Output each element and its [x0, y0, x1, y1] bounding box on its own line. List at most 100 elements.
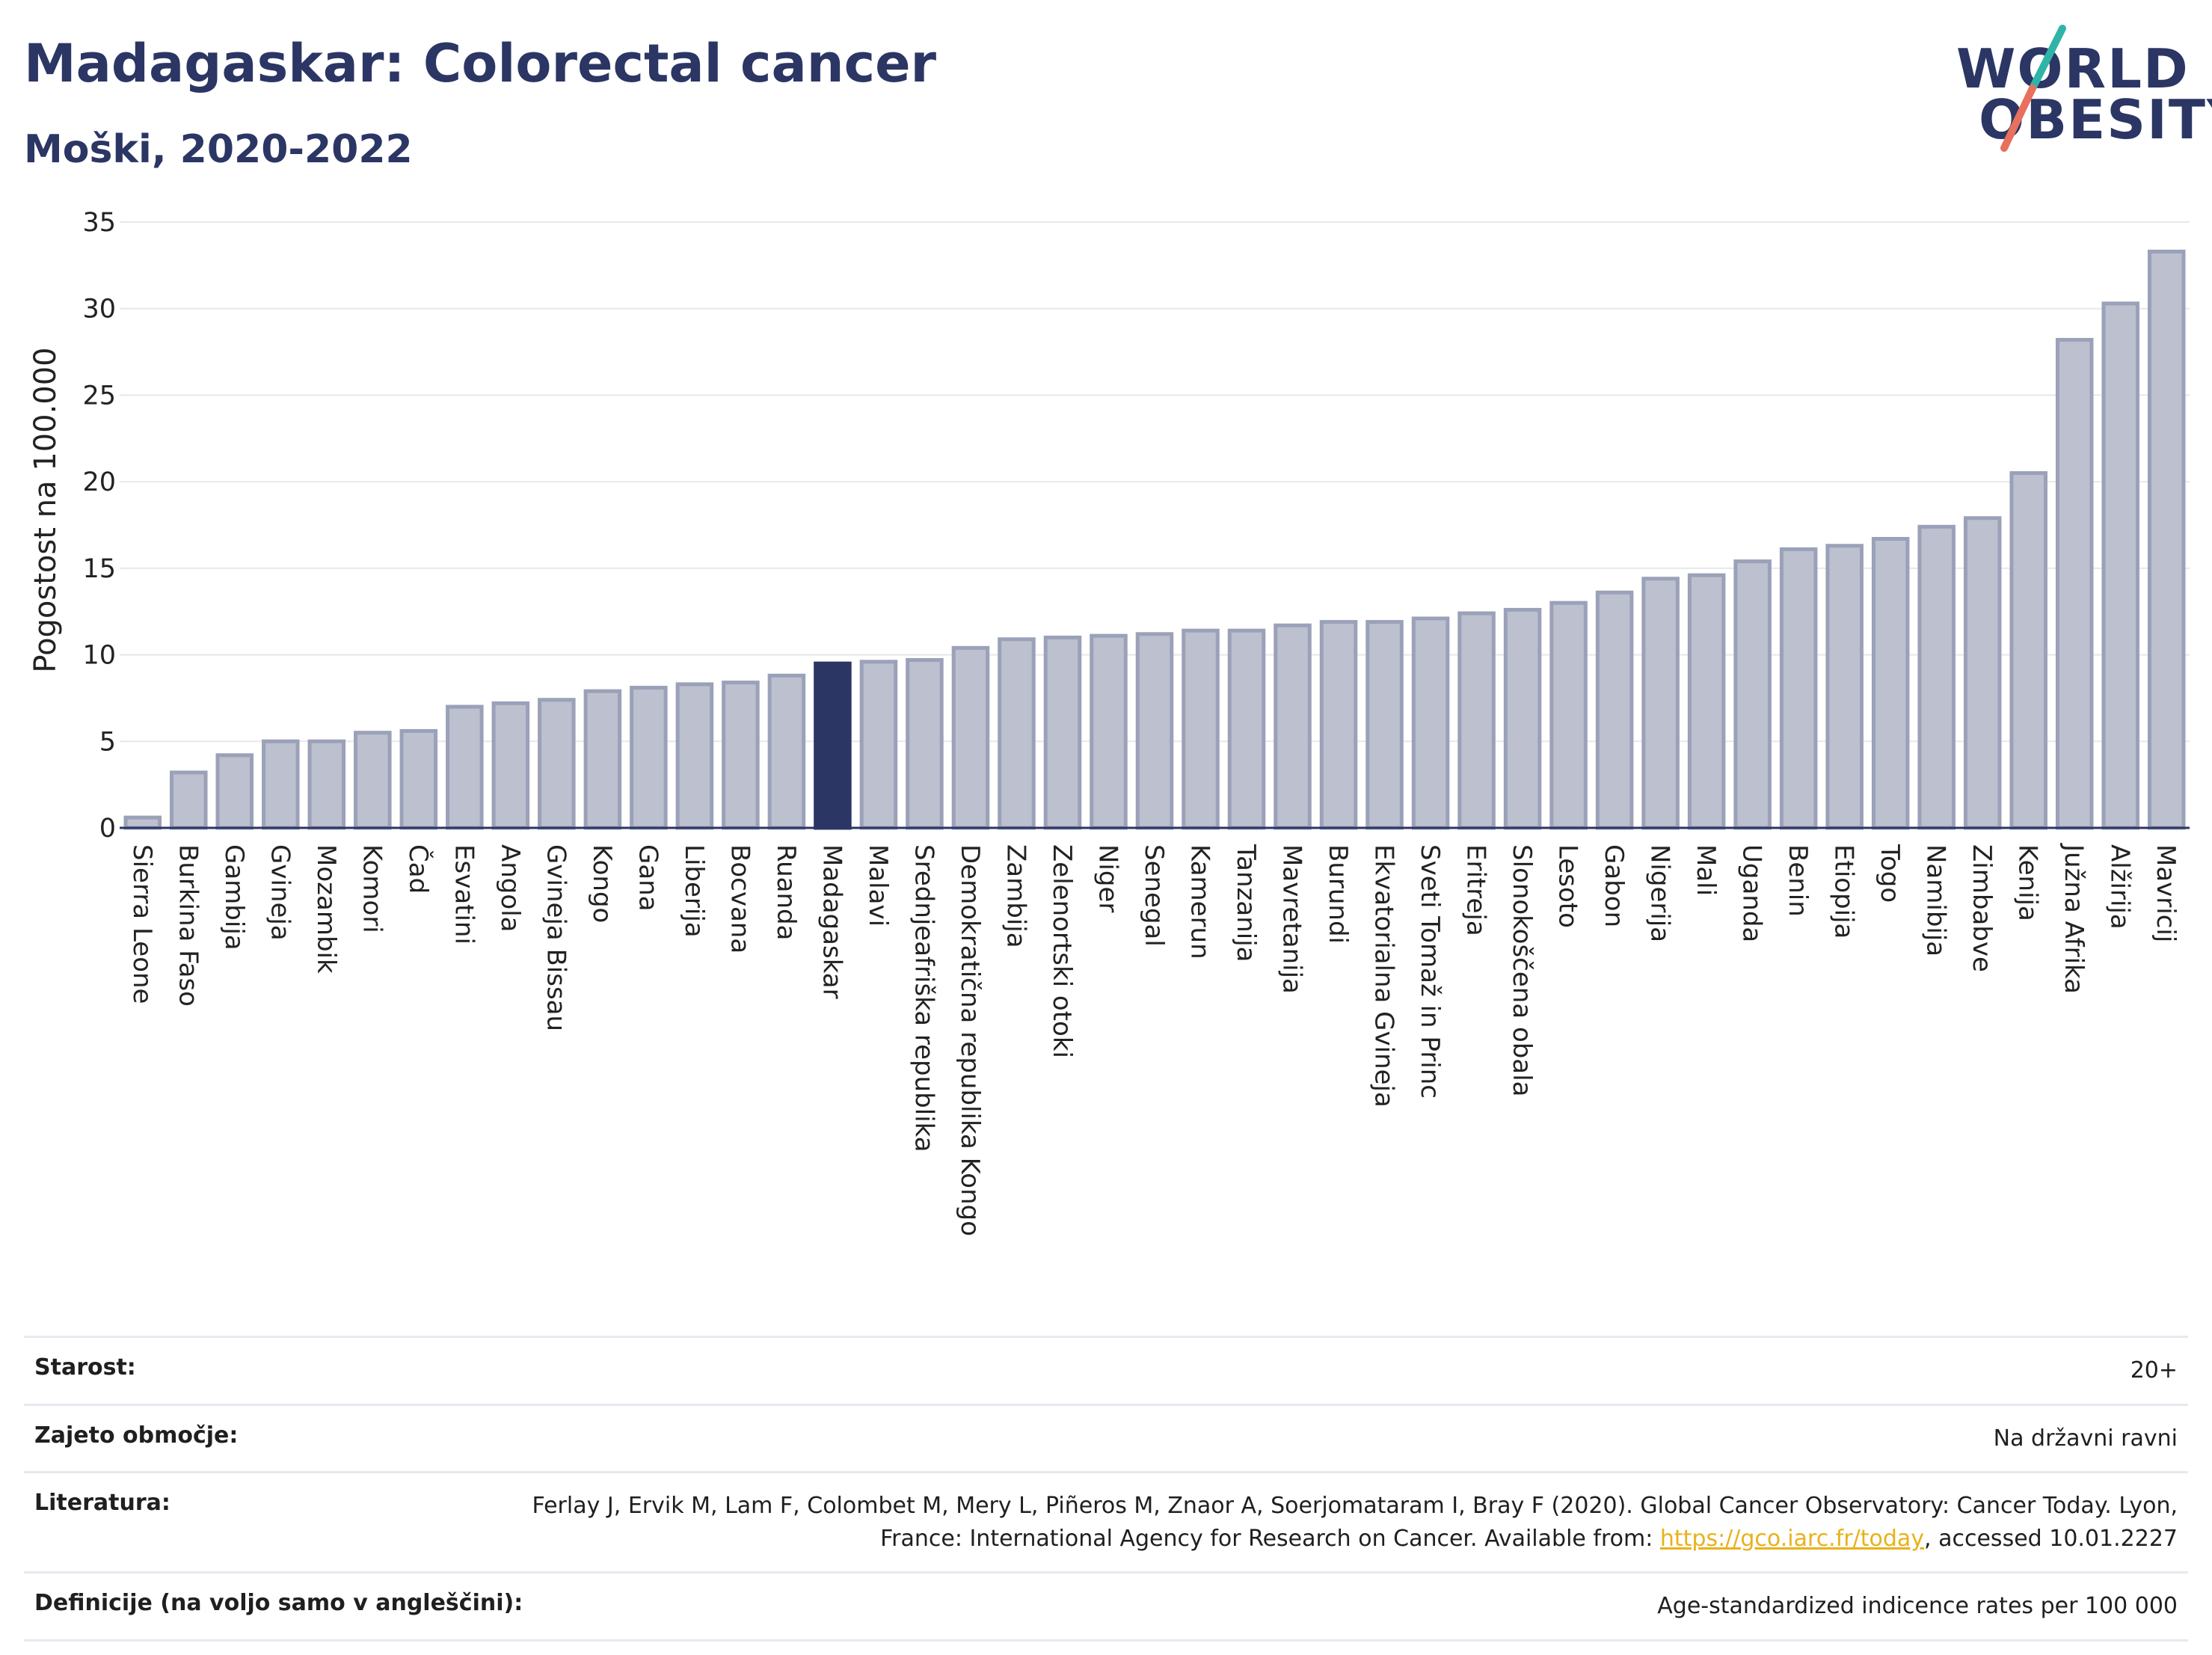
- bar[interactable]: [998, 637, 1036, 830]
- bar[interactable]: [1043, 635, 1082, 830]
- bar[interactable]: [1319, 620, 1358, 830]
- x-tick-label: Slonokoščena obala: [1507, 844, 1537, 1096]
- x-tick-label: Alžirija: [2105, 844, 2135, 930]
- x-tick-label: Uganda: [1737, 844, 1767, 942]
- y-tick-label: 35: [82, 208, 116, 238]
- bar[interactable]: [262, 739, 300, 830]
- definitions-value: Age-standardized indicence rates per 100…: [1657, 1593, 2178, 1619]
- bar[interactable]: [1365, 620, 1404, 830]
- bar[interactable]: [307, 739, 346, 830]
- x-tick-label: Liberija: [679, 844, 709, 938]
- x-tick-label: Komori: [357, 844, 387, 933]
- x-tick-label: Južna Afrika: [2059, 843, 2089, 994]
- x-tick-label: Mali: [1691, 844, 1721, 896]
- x-tick-label: Gambija: [219, 844, 249, 951]
- bar[interactable]: [859, 660, 898, 830]
- bar[interactable]: [767, 673, 806, 830]
- x-tick-label: Mavretanija: [1277, 844, 1307, 994]
- coverage-value: Na državni ravni: [1993, 1425, 2178, 1452]
- bar[interactable]: [1457, 611, 1496, 830]
- x-tick-label: Benin: [1783, 844, 1813, 917]
- y-tick-label: 20: [82, 467, 116, 497]
- bar[interactable]: [583, 689, 622, 830]
- age-value: 20+: [2130, 1357, 2178, 1384]
- x-tick-label: Bocvana: [725, 844, 755, 954]
- x-tick-label: Ruanda: [771, 844, 801, 940]
- bar[interactable]: [354, 731, 392, 830]
- x-tick-label: Burkina Faso: [173, 844, 203, 1007]
- world-obesity-logo[interactable]: WORLD OBESITY: [1944, 21, 2212, 163]
- bar[interactable]: [538, 698, 576, 830]
- bar[interactable]: [1411, 616, 1450, 830]
- bar[interactable]: [399, 728, 438, 830]
- bar[interactable]: [1963, 516, 2002, 830]
- logo-word-world: WORLD: [1956, 37, 2190, 100]
- literature-value: Ferlay J, Ervik M, Lam F, Colombet M, Me…: [458, 1490, 2178, 1555]
- x-tick-label: Sierra Leone: [127, 844, 157, 1004]
- x-tick-label: Demokratična republika Kongo: [955, 844, 985, 1236]
- bar[interactable]: [170, 770, 208, 830]
- literature-link[interactable]: https://gco.iarc.fr/today: [1659, 1525, 1925, 1552]
- bar-chart: 0 5 10 15 20 25 30 35 Sierra Leone Burkina Faso G…: [28, 208, 2190, 1236]
- literature-label: Literatura:: [34, 1490, 170, 1516]
- y-axis-title: Pogostost na 100.000: [28, 347, 63, 672]
- info-row-definitions: Definicije (na voljo samo v angleščini):…: [24, 1571, 2188, 1642]
- bar[interactable]: [1595, 590, 1634, 830]
- bar[interactable]: [906, 658, 944, 830]
- chart-subtitle: Moški, 2020-2022: [24, 127, 413, 172]
- x-tick-label: Namibija: [1921, 844, 1951, 957]
- bar[interactable]: [446, 704, 484, 830]
- bar[interactable]: [1227, 628, 1266, 830]
- bar[interactable]: [1549, 601, 1588, 830]
- bar[interactable]: [1687, 573, 1726, 830]
- bar[interactable]: [2009, 471, 2047, 830]
- x-tick-label: Srednjeafriška republika: [909, 844, 938, 1152]
- bar[interactable]: [2101, 301, 2139, 830]
- x-axis-labels: Sierra Leone Burkina Faso Gambija Gvineja Mo…: [127, 843, 2181, 1236]
- bar[interactable]: [2147, 249, 2186, 830]
- bar[interactable]: [814, 661, 852, 830]
- bar[interactable]: [630, 686, 668, 830]
- bar[interactable]: [491, 701, 530, 830]
- bar[interactable]: [1917, 524, 1956, 830]
- bar[interactable]: [2055, 337, 2094, 830]
- definitions-label: Definicije (na voljo samo v angleščini):: [34, 1590, 523, 1616]
- bar[interactable]: [675, 682, 714, 830]
- bar[interactable]: [123, 815, 162, 830]
- y-tick-label: 25: [82, 381, 116, 411]
- bar[interactable]: [1871, 537, 1910, 830]
- bar[interactable]: [1274, 623, 1312, 830]
- x-tick-label: Niger: [1093, 844, 1122, 912]
- y-tick-label: 0: [99, 814, 116, 844]
- bar[interactable]: [951, 645, 990, 830]
- bar[interactable]: [1825, 544, 1864, 830]
- x-tick-label: Madagaskar: [817, 844, 847, 999]
- bar[interactable]: [1135, 632, 1174, 830]
- y-axis-ticks: 0 5 10 15 20 25 30 35: [82, 208, 116, 844]
- y-tick-label: 10: [82, 641, 116, 671]
- x-tick-label: Angola: [495, 844, 525, 932]
- bar[interactable]: [1503, 607, 1542, 830]
- bar[interactable]: [1641, 577, 1680, 830]
- bar[interactable]: [1733, 559, 1772, 830]
- age-label: Starost:: [34, 1354, 136, 1381]
- bar[interactable]: [1182, 628, 1220, 830]
- x-tick-label: Esvatini: [449, 844, 479, 945]
- bars: [123, 249, 2186, 830]
- x-tick-label: Kongo: [587, 844, 617, 923]
- literature-accessed: , accessed 10.01.2227: [1924, 1525, 2178, 1552]
- x-tick-label: Togo: [1875, 844, 1905, 903]
- bar[interactable]: [1779, 547, 1818, 830]
- x-tick-label: Burundi: [1323, 844, 1353, 944]
- bar[interactable]: [215, 753, 254, 830]
- x-tick-label: Senegal: [1139, 844, 1169, 947]
- x-tick-label: Sveti Tomaž in Princ: [1415, 844, 1445, 1099]
- x-tick-label: Zambija: [1001, 844, 1030, 948]
- info-table: Starost: 20+ Zajeto območje: Na državni …: [24, 1336, 2188, 1642]
- x-tick-label: Zimbabve: [1967, 844, 1997, 972]
- x-tick-label: Etiopija: [1829, 844, 1859, 939]
- bar[interactable]: [1090, 633, 1128, 830]
- info-row-coverage: Zajeto območje: Na državni ravni: [24, 1403, 2188, 1472]
- bar[interactable]: [722, 681, 760, 830]
- logo-slash-icon: [2000, 25, 2066, 152]
